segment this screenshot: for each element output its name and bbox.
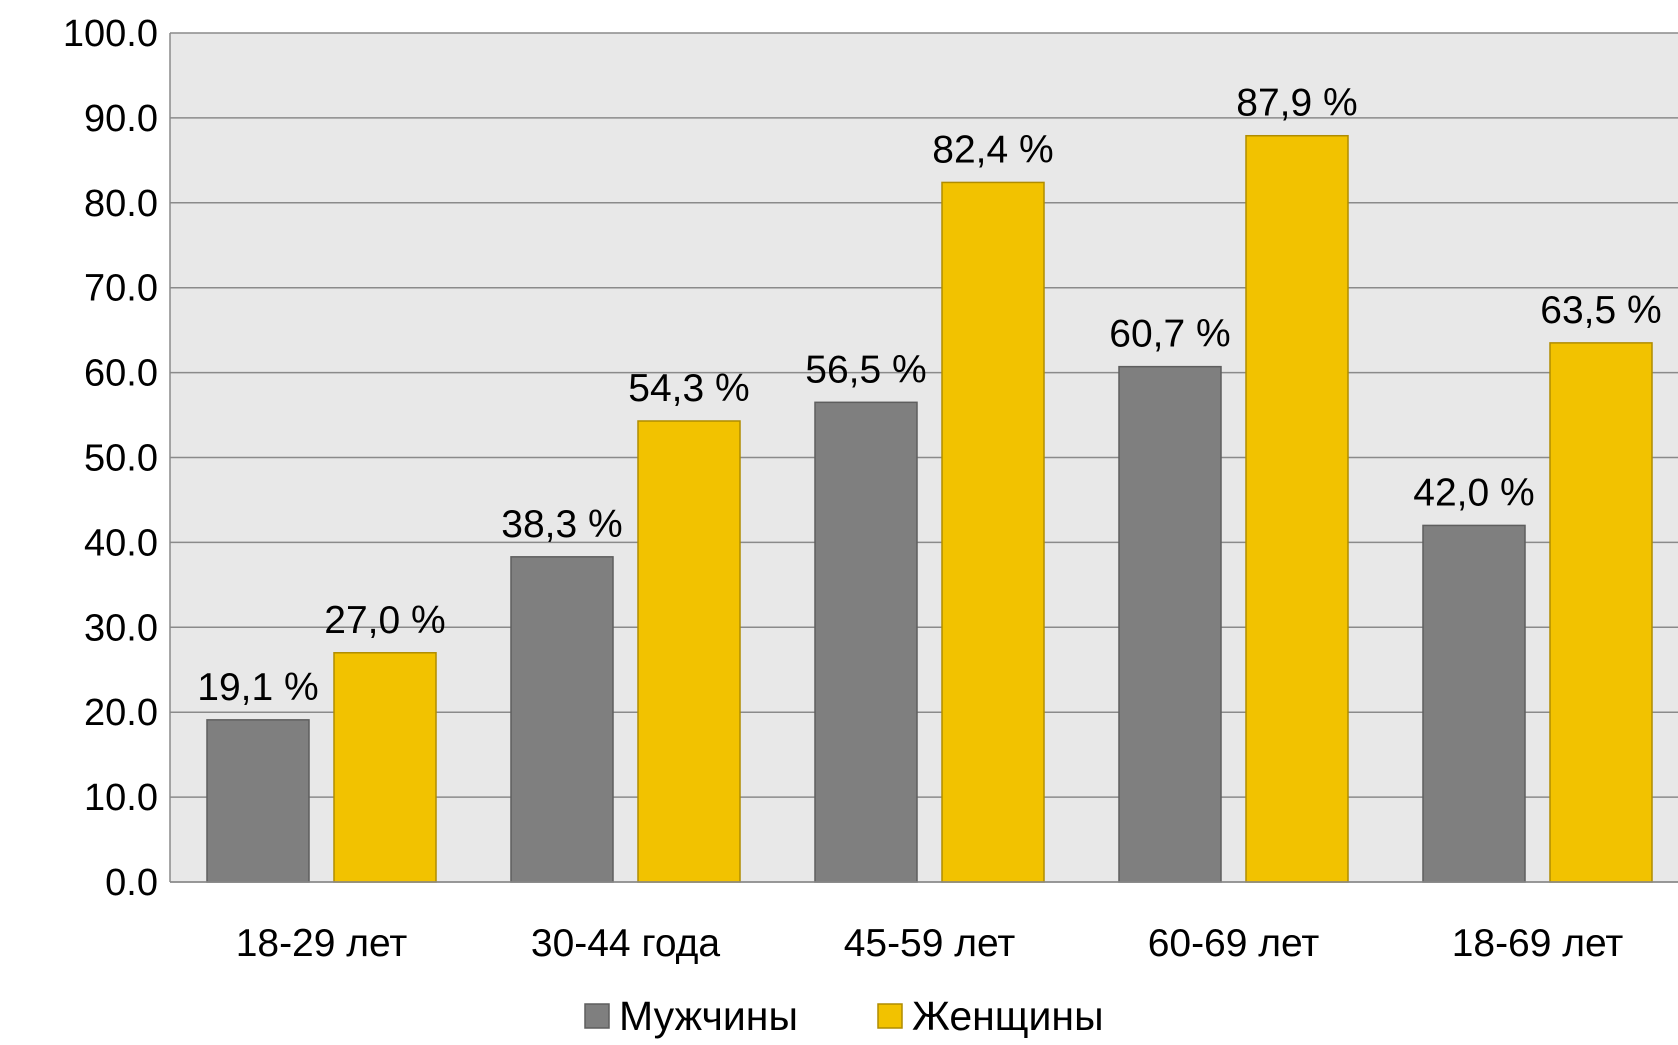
- data-label: 54,3 %: [628, 367, 749, 410]
- y-tick-label: 20.0: [84, 692, 158, 734]
- y-tick-label: 0.0: [105, 862, 158, 904]
- x-category-label: 45-59 лет: [844, 922, 1016, 965]
- x-category-label: 18-69 лет: [1452, 922, 1624, 965]
- bar-women: [637, 420, 741, 883]
- legend-label: Женщины: [912, 993, 1104, 1039]
- data-label: 19,1 %: [197, 666, 318, 709]
- data-label: 82,4 %: [932, 128, 1053, 171]
- data-label: 63,5 %: [1540, 289, 1661, 332]
- x-axis: 18-29 лет 30-44 года 45-59 лет 60-69 лет 18-…: [170, 881, 1678, 965]
- legend: Мужчины Женщины: [584, 993, 1104, 1039]
- data-label: 27,0 %: [324, 599, 445, 642]
- y-tick-label: 90.0: [84, 98, 158, 140]
- y-tick-label: 100.0: [63, 13, 158, 55]
- y-tick-label: 50.0: [84, 438, 158, 480]
- legend-swatch: [584, 1003, 610, 1029]
- data-label: 38,3 %: [501, 503, 622, 546]
- legend-label: Мужчины: [619, 993, 798, 1039]
- x-category-label: 18-29 лет: [236, 922, 408, 965]
- y-tick-label: 80.0: [84, 183, 158, 225]
- data-label: 60,7 %: [1109, 313, 1230, 356]
- x-category-label: 60-69 лет: [1148, 922, 1320, 965]
- bars: [206, 134, 1653, 883]
- y-tick-label: 70.0: [84, 268, 158, 310]
- bar-men: [814, 401, 918, 883]
- y-tick-label: 60.0: [84, 353, 158, 395]
- y-tick-label: 30.0: [84, 607, 158, 649]
- bar-women: [1549, 342, 1653, 883]
- bar-men: [510, 556, 614, 883]
- data-labels: 19,1 %27,0 % 38,3 % 54,3 % 56,5 % 82,4 % 60,7…: [197, 82, 1661, 709]
- data-label: 42,0 %: [1413, 471, 1534, 514]
- y-tick-label: 10.0: [84, 777, 158, 819]
- y-axis: 0.0 10.0 20.0 30.0 40.0 50.0 60.0 70.0 80.0 90.0 1…: [63, 13, 171, 904]
- bar-men: [1118, 365, 1222, 883]
- bar-women: [333, 652, 437, 883]
- bar-women: [941, 181, 1045, 883]
- bar-men: [1422, 524, 1526, 883]
- legend-swatch: [877, 1003, 903, 1029]
- bar-women: [1245, 134, 1349, 883]
- bar-men: [206, 719, 310, 883]
- y-tick-label: 40.0: [84, 522, 158, 564]
- data-label: 87,9 %: [1236, 82, 1357, 125]
- x-category-label: 30-44 года: [531, 922, 721, 965]
- data-label: 56,5 %: [805, 348, 926, 391]
